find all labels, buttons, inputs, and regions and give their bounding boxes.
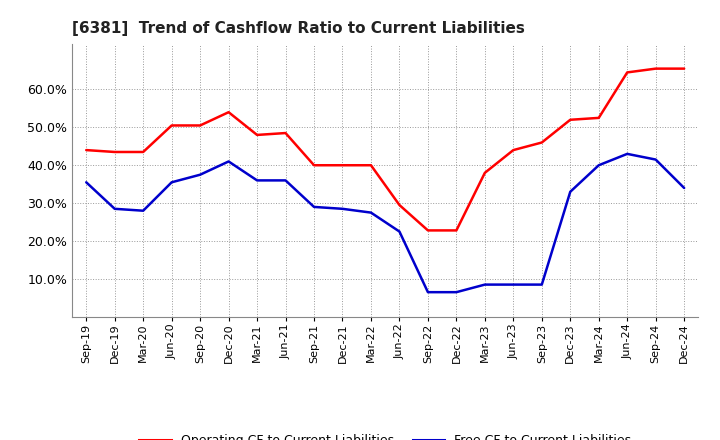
- Text: [6381]  Trend of Cashflow Ratio to Current Liabilities: [6381] Trend of Cashflow Ratio to Curren…: [72, 21, 525, 36]
- Legend: Operating CF to Current Liabilities, Free CF to Current Liabilities: Operating CF to Current Liabilities, Fre…: [135, 429, 636, 440]
